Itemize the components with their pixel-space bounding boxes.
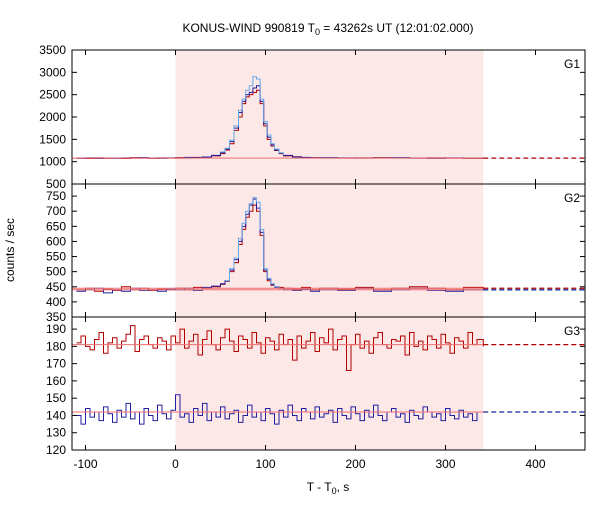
y-tick-label: 550 (46, 250, 66, 264)
y-tick-label: 3000 (39, 65, 66, 79)
y-tick-label: 180 (46, 339, 66, 353)
y-tick-label: 1000 (39, 155, 66, 169)
y-tick-label: 2000 (39, 110, 66, 124)
panel-label-g3: G3 (564, 324, 580, 338)
series-light-blue-counts-g1 (220, 76, 284, 155)
series-blue-counts-g3 (76, 394, 484, 425)
x-axis-title: T - T0, s (307, 480, 350, 496)
x-tick-label: 100 (255, 457, 275, 471)
series-red-counts-g3 (76, 325, 484, 372)
x-tick-label: 300 (435, 457, 455, 471)
y-axis-title: counts / sec (3, 218, 17, 282)
panel-g3: 120 130 140 150 160 170 180 190 G3 (46, 316, 586, 457)
y-tick-label: 150 (46, 391, 66, 405)
chart-title-rest: = 43262s UT (12:01:02.000) (320, 21, 474, 35)
x-tick-label: 400 (525, 457, 545, 471)
y-tick-label: 1500 (39, 132, 66, 146)
y-tick-label: 400 (46, 295, 66, 309)
y-tick-label: 190 (46, 322, 66, 336)
x-tick-label: -100 (73, 457, 97, 471)
chart-title-main: KONUS-WIND 990819 T (182, 21, 315, 35)
y-tick-label: 3500 (39, 43, 66, 57)
y-tick-label: 600 (46, 234, 66, 248)
y-tick-label: 500 (46, 177, 66, 191)
y-tick-label: 700 (46, 204, 66, 218)
y-tick-label: 130 (46, 426, 66, 440)
y-tick-label: 2500 (39, 88, 66, 102)
shaded-interval (175, 50, 484, 450)
y-tick-label: 650 (46, 219, 66, 233)
y-tick-label: 120 (46, 443, 66, 457)
y-tick-label: 350 (46, 310, 66, 324)
y-tick-label: 750 (46, 189, 66, 203)
x-axis-title-main: T - T (307, 480, 333, 494)
series-blue-counts-g2 (76, 198, 484, 294)
y-tick-label: 140 (46, 408, 66, 422)
chart-title: KONUS-WIND 990819 T0 = 43262s UT (12:01:… (182, 21, 473, 37)
y-tick-label: 500 (46, 265, 66, 279)
x-axis-title-rest: , s (337, 480, 350, 494)
plot-layer: 500100015002000250030003500G135040045050… (39, 43, 586, 471)
chart-title-subscript: 0 (315, 27, 320, 37)
panel-label-g2: G2 (564, 191, 580, 205)
x-tick-label: 0 (172, 457, 179, 471)
y-tick-label: 160 (46, 374, 66, 388)
x-axis-title-subscript: 0 (332, 486, 337, 496)
panel-label-g1: G1 (564, 57, 580, 71)
y-tick-label: 450 (46, 280, 66, 294)
panel-frame-g3 (71, 316, 586, 451)
panel-g1: 500 1000 1500 2000 2500 3000 3500 G1 (39, 43, 586, 191)
y-tick-label: 170 (46, 357, 66, 371)
x-tick-label: 200 (345, 457, 365, 471)
series-light-blue-counts-g2 (225, 197, 280, 288)
